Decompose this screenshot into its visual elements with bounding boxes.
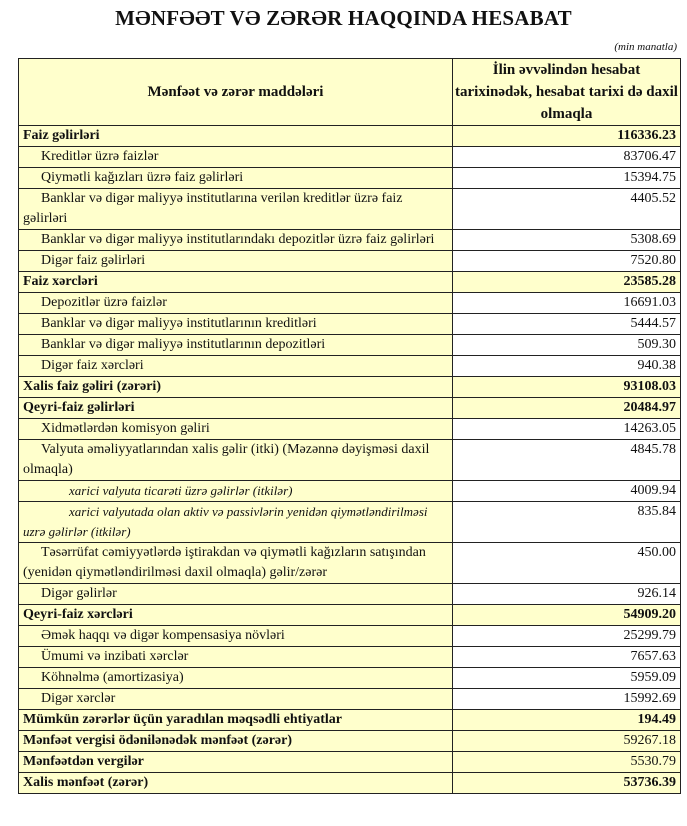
row-value: 5444.57 bbox=[452, 313, 681, 335]
row-label: Mənfəət vergisi ödənilənədək mənfəət (zə… bbox=[18, 730, 453, 752]
row-value: 53736.39 bbox=[452, 772, 681, 794]
row-label: Ümumi və inzibati xərclər bbox=[18, 646, 453, 668]
row-value: 83706.47 bbox=[452, 146, 681, 168]
table-row: Digər gəlirlər 926.14 bbox=[18, 583, 681, 605]
row-label: Banklar və digər maliyyə institutlarının… bbox=[18, 334, 453, 356]
row-label: Faiz gəlirləri bbox=[18, 125, 453, 147]
row-label: Təsərrüfat cəmiyyətlərdə iştirakdan və q… bbox=[18, 542, 453, 584]
row-label: Xalis faiz gəliri (zərəri) bbox=[18, 376, 453, 398]
row-value: 15394.75 bbox=[452, 167, 681, 189]
row-label: Banklar və digər maliyyə institutlarında… bbox=[18, 229, 453, 251]
row-label: Xalis mənfəət (zərər) bbox=[18, 772, 453, 794]
row-label: Qeyri-faiz gəlirləri bbox=[18, 397, 453, 419]
table-row: Valyuta əməliyyatlarından xalis gəlir (i… bbox=[18, 439, 681, 481]
table-row: Banklar və digər maliyyə institutlarına … bbox=[18, 188, 681, 230]
row-value: 25299.79 bbox=[452, 625, 681, 647]
table-row: Digər faiz gəlirləri 7520.80 bbox=[18, 250, 681, 272]
table-row: Banklar və digər maliyyə institutlarında… bbox=[18, 229, 681, 251]
table-row: Digər xərclər 15992.69 bbox=[18, 688, 681, 710]
table-row: Mənfəətdən vergilər 5530.79 bbox=[18, 751, 681, 773]
table-row: Qiymətli kağızları üzrə faiz gəlirləri 15… bbox=[18, 167, 681, 189]
row-value: 23585.28 bbox=[452, 271, 681, 293]
row-value: 7657.63 bbox=[452, 646, 681, 668]
row-value: 59267.18 bbox=[452, 730, 681, 752]
row-value: 16691.03 bbox=[452, 292, 681, 314]
row-value: 15992.69 bbox=[452, 688, 681, 710]
row-label: Digər gəlirlər bbox=[18, 583, 453, 605]
table-header: Mənfəət və zərər maddələri İlin əvvəlind… bbox=[18, 58, 681, 126]
row-value: 5308.69 bbox=[452, 229, 681, 251]
row-label: Depozitlər üzrə faizlər bbox=[18, 292, 453, 314]
table-row: Mənfəət vergisi ödənilənədək mənfəət (zə… bbox=[18, 730, 681, 752]
row-value: 4009.94 bbox=[452, 480, 681, 502]
table-row: xarici valyuta ticarəti üzrə gəlirlər (i… bbox=[18, 480, 681, 502]
table-row: Banklar və digər maliyyə institutlarının… bbox=[18, 334, 681, 356]
table-row: Ümumi və inzibati xərclər 7657.63 bbox=[18, 646, 681, 668]
row-label: Mənfəətdən vergilər bbox=[18, 751, 453, 773]
row-label: Əmək haqqı və digər kompensasiya növləri bbox=[18, 625, 453, 647]
row-value: 940.38 bbox=[452, 355, 681, 377]
unit-note: (min manatla) bbox=[614, 41, 677, 53]
table-row: Banklar və digər maliyyə institutlarının… bbox=[18, 313, 681, 335]
row-label: Xidmətlərdən komisyon gəliri bbox=[18, 418, 453, 440]
row-value: 835.84 bbox=[452, 501, 681, 543]
row-label: Digər faiz gəlirləri bbox=[18, 250, 453, 272]
table-row: Faiz xərcləri 23585.28 bbox=[18, 271, 681, 293]
row-value: 194.49 bbox=[452, 709, 681, 731]
row-label: Valyuta əməliyyatlarından xalis gəlir (i… bbox=[18, 439, 453, 481]
table-row: Qeyri-faiz gəlirləri 20484.97 bbox=[18, 397, 681, 419]
header-items: Mənfəət və zərər maddələri bbox=[18, 58, 453, 126]
table-row: Kreditlər üzrə faizlər 83706.47 bbox=[18, 146, 681, 168]
income-statement-table: Mənfəət və zərər maddələri İlin əvvəlind… bbox=[18, 58, 681, 794]
row-value: 116336.23 bbox=[452, 125, 681, 147]
row-value: 93108.03 bbox=[452, 376, 681, 398]
row-label: Banklar və digər maliyyə institutlarına … bbox=[18, 188, 453, 230]
row-value: 450.00 bbox=[452, 542, 681, 584]
row-label: Kreditlər üzrə faizlər bbox=[18, 146, 453, 168]
table-row: Köhnəlmə (amortizasiya) 5959.09 bbox=[18, 667, 681, 689]
row-label: Köhnəlmə (amortizasiya) bbox=[18, 667, 453, 689]
row-value: 54909.20 bbox=[452, 604, 681, 626]
table-row: Digər faiz xərcləri 940.38 bbox=[18, 355, 681, 377]
row-label: xarici valyuta ticarəti üzrə gəlirlər (i… bbox=[18, 480, 453, 502]
row-value: 20484.97 bbox=[452, 397, 681, 419]
row-label: Qiymətli kağızları üzrə faiz gəlirləri bbox=[18, 167, 453, 189]
table-row: Depozitlər üzrə faizlər 16691.03 bbox=[18, 292, 681, 314]
table-row: Xidmətlərdən komisyon gəliri 14263.05 bbox=[18, 418, 681, 440]
row-value: 4405.52 bbox=[452, 188, 681, 230]
row-label: xarici valyutada olan aktiv və passivlər… bbox=[18, 501, 453, 543]
table-row: Xalis mənfəət (zərər) 53736.39 bbox=[18, 772, 681, 794]
row-label: Digər faiz xərcləri bbox=[18, 355, 453, 377]
page-title: MƏNFƏƏT VƏ ZƏRƏR HAQQINDA HESABAT bbox=[115, 6, 572, 30]
row-value: 509.30 bbox=[452, 334, 681, 356]
header-period: İlin əvvəlindən hesabat tarixinədək, hes… bbox=[452, 58, 681, 126]
table-row: Faiz gəlirləri 116336.23 bbox=[18, 125, 681, 147]
row-value: 7520.80 bbox=[452, 250, 681, 272]
table-row: xarici valyutada olan aktiv və passivlər… bbox=[18, 501, 681, 543]
row-label: Faiz xərcləri bbox=[18, 271, 453, 293]
row-value: 5959.09 bbox=[452, 667, 681, 689]
row-label: Mümkün zərərlər üçün yaradılan məqsədli … bbox=[18, 709, 453, 731]
row-label: Banklar və digər maliyyə institutlarının… bbox=[18, 313, 453, 335]
table-row: Qeyri-faiz xərcləri 54909.20 bbox=[18, 604, 681, 626]
row-label: Qeyri-faiz xərcləri bbox=[18, 604, 453, 626]
table-row: Mümkün zərərlər üçün yaradılan məqsədli … bbox=[18, 709, 681, 731]
row-value: 14263.05 bbox=[452, 418, 681, 440]
table-row: Xalis faiz gəliri (zərəri) 93108.03 bbox=[18, 376, 681, 398]
row-label: Digər xərclər bbox=[18, 688, 453, 710]
row-value: 4845.78 bbox=[452, 439, 681, 481]
table-row: Əmək haqqı və digər kompensasiya növləri… bbox=[18, 625, 681, 647]
row-value: 5530.79 bbox=[452, 751, 681, 773]
table-row: Təsərrüfat cəmiyyətlərdə iştirakdan və q… bbox=[18, 542, 681, 584]
row-value: 926.14 bbox=[452, 583, 681, 605]
